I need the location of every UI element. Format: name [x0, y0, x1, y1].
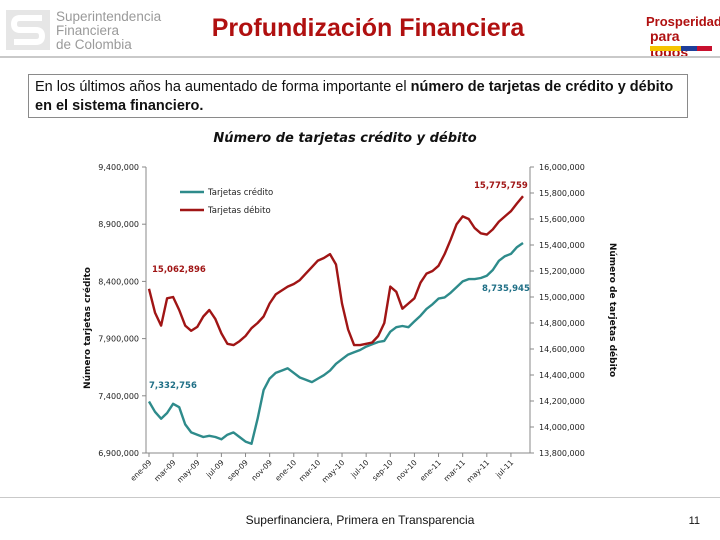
x-tick-label: jul-10	[349, 458, 371, 480]
legend: Tarjetas crédito Tarjetas débito	[180, 187, 273, 216]
sfc-logo: Superintendencia Financiera de Colombia	[6, 8, 176, 52]
x-tick-label: ene-09	[128, 458, 153, 483]
x-tick-label: ene-10	[273, 458, 298, 483]
y-ticks-left: 9,400,000 8,900,000 8,400,000 7,900,000 7,40…	[98, 163, 146, 458]
x-tick-label: mar-10	[297, 458, 322, 483]
x-tick-label: mar-11	[442, 458, 467, 483]
flag-blue	[681, 46, 697, 51]
y-tick-right-label: 13,800,000	[539, 449, 585, 458]
x-tick-label: mar-09	[152, 458, 177, 483]
data-label-credito-start: 7,332,756	[149, 381, 197, 391]
prosperidad-logo: Prosperidad para todos	[644, 10, 720, 60]
page-number: 11	[688, 515, 700, 527]
y-axis-left-label: Número tarjetas crédito	[82, 267, 93, 389]
flag-yellow	[650, 46, 681, 51]
y-axis-right-label-group: Número de tarjetas débito	[607, 243, 618, 377]
x-tick-label: may-09	[175, 458, 202, 485]
org-line-3: de Colombia	[56, 37, 132, 52]
flag-red	[697, 46, 712, 51]
x-tick-label: jul-11	[493, 458, 515, 480]
y-tick-right-label: 14,600,000	[539, 345, 585, 354]
data-label-debito-start: 15,062,896	[152, 265, 206, 275]
data-label-credito-end: 8,735,945	[482, 284, 530, 294]
x-tick-label: sep-10	[370, 458, 395, 483]
footer-text: Superfinanciera, Primera en Transparenci…	[245, 513, 475, 527]
chart-title: Número de tarjetas crédito y débito	[213, 131, 476, 146]
cards-chart: Número de tarjetas crédito y débito Núme…	[82, 131, 618, 485]
y-tick-right-label: 16,000,000	[539, 163, 585, 172]
x-tick-label: may-11	[465, 458, 492, 485]
y-tick-left-label: 7,900,000	[98, 335, 139, 344]
sfc-logo-icon	[6, 10, 50, 50]
footer-divider	[0, 497, 720, 498]
sfc-logo-text: Superintendencia Financiera de Colombia	[56, 10, 161, 52]
y-tick-right-label: 14,000,000	[539, 423, 585, 432]
x-tick-label: jul-09	[204, 458, 226, 480]
x-tick-label: ene-11	[418, 458, 443, 483]
y-tick-right-label: 14,800,000	[539, 319, 585, 328]
legend-label-credito: Tarjetas crédito	[207, 187, 273, 198]
header-divider	[0, 56, 720, 58]
intro-box: En los últimos años ha aumentado de form…	[28, 74, 688, 118]
y-ticks-right: 16,000,000 15,800,000 15,600,000 15,400,000…	[530, 163, 585, 458]
intro-text: En los últimos años ha aumentado de form…	[35, 79, 411, 95]
series-lines	[147, 195, 524, 445]
legend-label-debito: Tarjetas débito	[207, 205, 271, 216]
y-tick-left-label: 8,900,000	[98, 220, 139, 229]
brand-line-1: Prosperidad	[646, 14, 720, 29]
y-tick-right-label: 15,200,000	[539, 267, 585, 276]
x-tick-label: nov-09	[249, 458, 274, 483]
org-line-1: Superintendencia	[56, 9, 162, 24]
x-tick-label: sep-09	[226, 458, 251, 483]
y-axis-left-label-group: Número tarjetas crédito	[82, 267, 93, 389]
org-line-2: Financiera	[56, 23, 120, 38]
x-tick-label: may-10	[320, 458, 347, 485]
intro-text-bold: número de tarjetas de crédito y débito e…	[35, 79, 674, 114]
y-tick-left-label: 6,900,000	[98, 449, 139, 458]
y-tick-right-label: 15,800,000	[539, 189, 585, 198]
y-tick-right-label: 15,000,000	[539, 293, 585, 302]
series-line-credito	[147, 242, 524, 445]
series-line-debito	[147, 195, 524, 347]
y-tick-right-label: 14,400,000	[539, 371, 585, 380]
y-axis-right-label: Número de tarjetas débito	[607, 243, 618, 377]
y-tick-left-label: 7,400,000	[98, 392, 139, 401]
y-tick-left-label: 8,400,000	[98, 277, 139, 286]
x-tick-label: nov-10	[394, 458, 419, 483]
page-title: Profundización Financiera	[211, 14, 525, 42]
flag-stripe	[650, 46, 712, 51]
y-tick-right-label: 15,600,000	[539, 215, 585, 224]
y-tick-left-label: 9,400,000	[98, 163, 139, 172]
y-tick-right-label: 14,200,000	[539, 397, 585, 406]
y-tick-right-label: 15,400,000	[539, 241, 585, 250]
data-label-debito-end: 15,775,759	[474, 181, 528, 191]
